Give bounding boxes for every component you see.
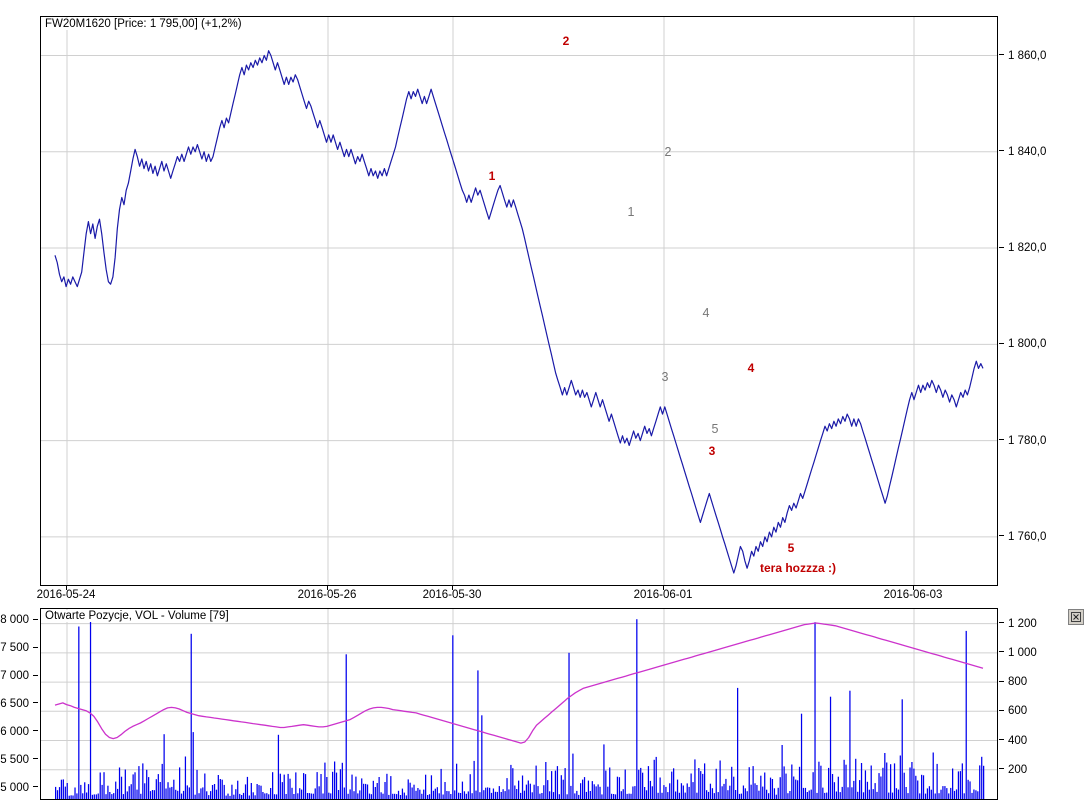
wave-label-gray-3[interactable]: 3 [661, 370, 669, 384]
date-x-axis: 2016-05-24 2016-05-26 2016-05-30 2016-06-01… [36, 586, 998, 604]
date-tick-label: 2016-05-24 [36, 589, 96, 601]
open-interest-y-tick-label: 58 000 [0, 614, 29, 627]
open-interest-y-tick-label: 57 500 [0, 642, 29, 655]
volume-y-tick: 600 [999, 705, 1027, 717]
date-tick-label: 2016-06-03 [883, 589, 943, 601]
wave-label-red-3[interactable]: 3 [708, 444, 716, 458]
price-y-tick-label: 1 780,0 [1008, 434, 1047, 447]
volume-y-tick: 1 000 [999, 647, 1037, 659]
volume-y-tick: 200 [999, 764, 1027, 776]
volume-y-tick: 800 [999, 676, 1027, 688]
wave-label-gray-4[interactable]: 4 [702, 306, 710, 320]
price-y-tick-label: 1 800,0 [1008, 338, 1047, 351]
price-y-tick: 1 800,0 [999, 338, 1046, 350]
price-chart-pane[interactable]: FW20M1620 [Price: 1 795,00] (+1,2%) [40, 16, 998, 586]
open-interest-y-tick-label: 56 500 [0, 698, 29, 710]
chart-note-annotation[interactable]: tera hozzza :) [759, 561, 837, 575]
price-plot-area[interactable] [41, 17, 997, 585]
price-y-tick-label: 1 840,0 [1008, 145, 1047, 158]
wave-label-red-4[interactable]: 4 [747, 361, 755, 375]
price-y-tick: 1 840,0 [999, 146, 1046, 158]
date-tick-mark [663, 586, 664, 590]
price-y-tick: 1 820,0 [999, 242, 1046, 254]
date-tick-mark [452, 586, 453, 590]
close-glyph [1071, 612, 1081, 622]
volume-chart-title: Otwarte Pozycje, VOL - Volume [79] [45, 610, 232, 622]
volume-y-tick-label: 200 [1008, 763, 1028, 776]
price-y-axis: 1 860,0 1 840,0 1 820,0 1 800,0 1 780,0 1 760… [999, 16, 1087, 586]
open-interest-y-tick: 56 000 [0, 726, 38, 738]
date-tick-mark [913, 586, 914, 590]
date-tick-label: 2016-05-30 [422, 589, 482, 601]
open-interest-y-tick-label: 55 000 [0, 781, 29, 794]
date-tick-label: 2016-05-26 [297, 589, 357, 601]
volume-y-tick: 400 [999, 735, 1027, 747]
open-interest-y-tick: 55 500 [0, 754, 38, 766]
volume-y-tick-label: 1 200 [1008, 617, 1037, 630]
open-interest-y-tick-label: 56 000 [0, 725, 29, 738]
wave-label-red-1[interactable]: 1 [488, 169, 496, 183]
price-y-tick-label: 1 760,0 [1008, 530, 1047, 543]
open-interest-y-tick: 57 000 [0, 670, 38, 682]
wave-label-gray-5[interactable]: 5 [711, 422, 719, 436]
open-interest-y-tick: 55 000 [0, 782, 38, 794]
volume-y-tick-label: 400 [1008, 734, 1028, 747]
volume-y-tick-label: 1 000 [1008, 646, 1037, 659]
volume-y-tick-label: 600 [1008, 705, 1028, 718]
date-tick-mark [66, 586, 67, 590]
date-tick-label: 2016-06-01 [633, 589, 693, 601]
price-y-tick-label: 1 860,0 [1008, 49, 1047, 62]
close-icon[interactable] [1068, 609, 1084, 625]
date-tick-mark [327, 586, 328, 590]
price-y-tick: 1 780,0 [999, 435, 1046, 447]
price-chart-title: FW20M1620 [Price: 1 795,00] (+1,2%) [45, 18, 245, 30]
price-y-tick-label: 1 820,0 [1008, 242, 1047, 255]
open-interest-y-tick: 56 500 [0, 698, 38, 710]
volume-chart-pane[interactable]: Otwarte Pozycje, VOL - Volume [79] [40, 608, 998, 800]
open-interest-y-tick-label: 55 500 [0, 753, 29, 766]
volume-y-tick: 1 200 [999, 618, 1037, 630]
open-interest-y-axis: 58 000 57 500 57 000 56 500 56 000 55 500 55 0… [0, 608, 38, 800]
price-y-tick: 1 860,0 [999, 50, 1046, 62]
volume-y-tick-label: 800 [1008, 676, 1028, 689]
wave-label-red-5[interactable]: 5 [787, 541, 795, 555]
open-interest-y-tick: 57 500 [0, 642, 38, 654]
volume-plot-area[interactable] [41, 609, 997, 799]
wave-label-red-2[interactable]: 2 [562, 34, 570, 48]
wave-label-gray-2[interactable]: 2 [664, 145, 672, 159]
open-interest-y-tick: 58 000 [0, 614, 38, 626]
open-interest-y-tick-label: 57 000 [0, 670, 29, 683]
wave-label-gray-1[interactable]: 1 [627, 205, 635, 219]
price-y-tick: 1 760,0 [999, 531, 1046, 543]
volume-y-axis: 1 200 1 000 800 600 400 200 [999, 608, 1087, 800]
